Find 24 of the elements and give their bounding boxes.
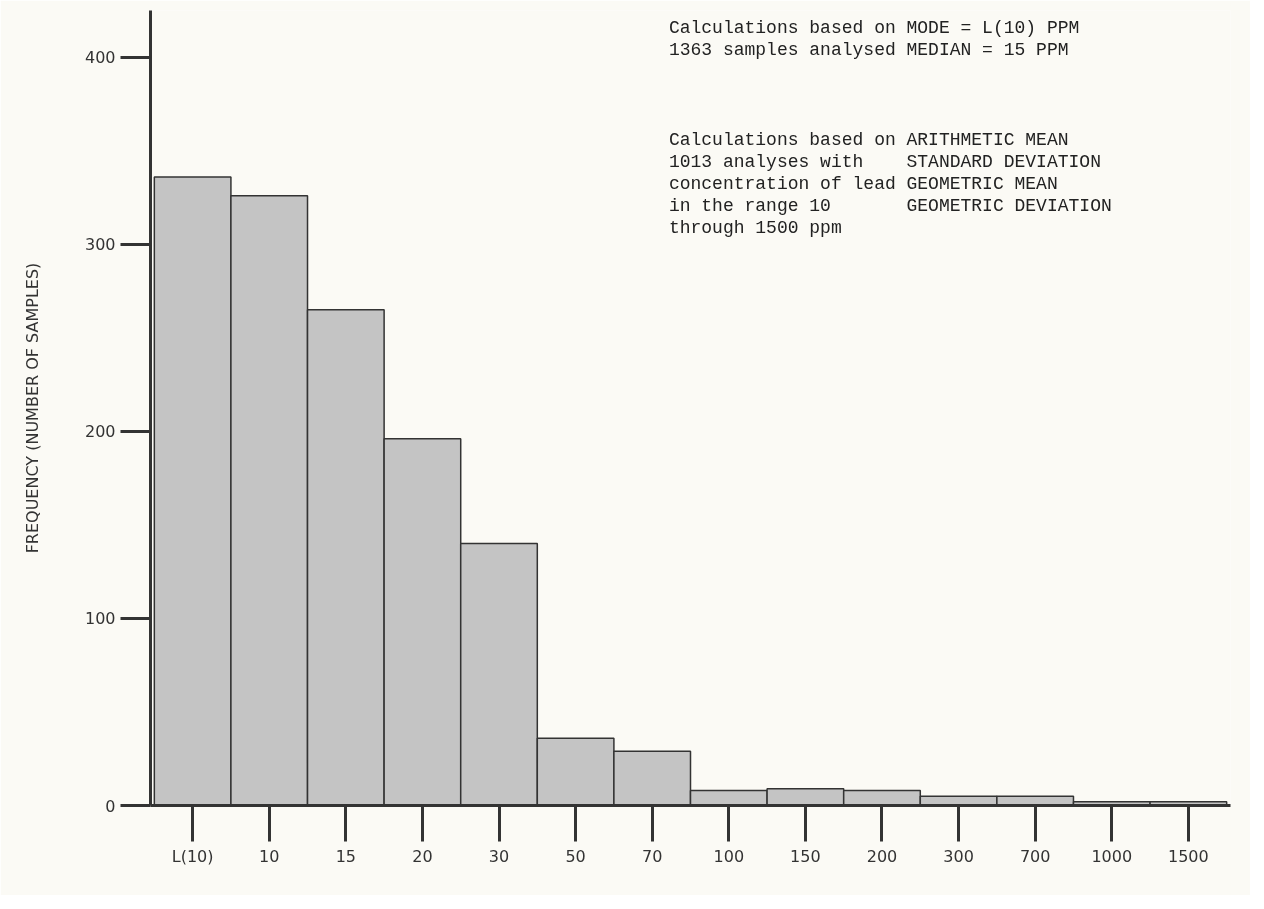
x-tick-label: 300 <box>943 846 974 866</box>
x-tick-label: 100 <box>713 846 745 866</box>
annotation: Calculations based on 1013 analyses with concentration of lead in the range 10 through 1500 ppm <box>668 129 896 238</box>
x-tick-label: 30 <box>488 846 510 866</box>
annotation: Calculations based on 1363 samples analysed <box>668 18 896 61</box>
y-tick-label: 100 <box>84 609 116 629</box>
x-tick-label: 15 <box>335 846 356 866</box>
y-axis-title: FREQUENCY (NUMBER OF SAMPLES) <box>22 262 42 554</box>
x-tick-label: 1000 <box>1091 846 1133 866</box>
annotation: ARITHMETIC MEAN STANDARD DEVIATION GEOMETRIC MEAN GEOMETRIC DEVIATION <box>906 129 1112 216</box>
y-tick-label: 300 <box>84 235 116 255</box>
x-tick-label: 700 <box>1019 846 1051 866</box>
x-tick-label: L(10) <box>171 846 214 866</box>
x-tick-label: 10 <box>259 846 280 866</box>
y-tick-label: 200 <box>84 422 116 442</box>
x-tick-label: 50 <box>565 846 586 866</box>
x-tick-label: 200 <box>866 846 898 866</box>
x-tick-label: 1500 <box>1168 846 1209 866</box>
y-tick-label: 0 <box>105 796 116 816</box>
x-tick-label: 150 <box>790 846 821 866</box>
annotation: MODE = L(10) PPM MEDIAN = 15 PPM <box>906 18 1080 61</box>
x-tick-label: 20 <box>412 846 433 866</box>
y-tick-label: 400 <box>84 48 116 68</box>
x-tick-label: 70 <box>642 846 663 866</box>
